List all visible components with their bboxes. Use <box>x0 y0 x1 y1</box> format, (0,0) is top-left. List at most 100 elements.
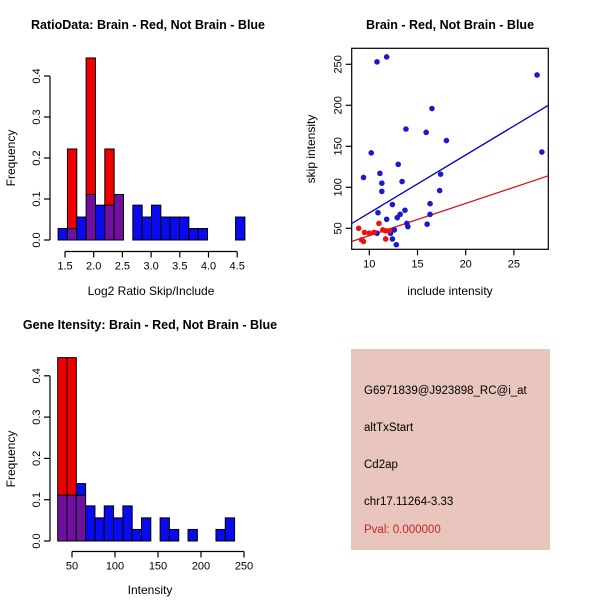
ratio-histogram-svg: RatioData: Brain - Red, Not Brain - Blue… <box>4 18 265 298</box>
scatter-point-red <box>376 220 382 227</box>
scatter-point-blue <box>427 200 433 207</box>
x-tick-label: 4.0 <box>201 261 216 273</box>
scatter-point-red <box>361 229 368 236</box>
panel-intensity-scatter: Brain - Red, Not Brain - Blue include in… <box>300 0 600 300</box>
panel-gene-intensity-histogram: Gene Itensity: Brain - Red, Not Brain - … <box>0 300 300 600</box>
gene-histogram-title: Gene Itensity: Brain - Red, Not Brain - … <box>23 318 277 332</box>
scatter-plot-area: 10 15 20 25 50 100 150 200 250 <box>333 47 549 270</box>
y-tick-label: 0.3 <box>31 409 43 424</box>
scatter-point-blue <box>368 150 375 156</box>
hist-bar-red <box>104 148 115 206</box>
scatter-point-blue <box>389 201 396 208</box>
gene-histogram-plot-area: 0.0 0.1 0.2 0.3 0.4 50 100 150 200 250 <box>31 357 253 573</box>
scatter-point-blue <box>402 207 408 214</box>
y-tick-label: 100 <box>333 178 345 196</box>
hist-bar-blue <box>215 528 226 542</box>
x-tick-label: 25 <box>508 258 520 270</box>
y-tick-label: 0.3 <box>31 109 43 124</box>
x-tick-label: 3.0 <box>143 261 158 273</box>
hist-bar-blue <box>122 505 133 542</box>
x-tick-label: 15 <box>411 258 423 270</box>
gene-intensity-histogram-svg: Gene Itensity: Brain - Red, Not Brain - … <box>4 318 277 597</box>
hist-bar-blue <box>159 517 170 542</box>
x-tick-label: 100 <box>106 561 124 573</box>
hist-bar-overlap <box>75 494 87 542</box>
scatter-point-blue <box>427 211 433 218</box>
gene-histogram-ylabel: Frequency <box>4 431 18 488</box>
chromosome-location-text: chr17.11264-3.33 <box>364 496 454 508</box>
scatter-point-red <box>386 227 393 234</box>
x-tick-label: 2.0 <box>86 261 101 273</box>
y-tick-label: 0.2 <box>31 451 43 466</box>
hist-bar-blue <box>151 204 162 241</box>
scatter-point-red <box>355 225 362 232</box>
ratio-histogram-title: RatioData: Brain - Red, Not Brain - Blue <box>31 18 265 32</box>
scatter-xlabel: include intensity <box>407 284 492 298</box>
hist-bar-blue <box>131 528 142 542</box>
scatter-point-red <box>382 227 389 234</box>
pval-text: Pval: 0.000000 <box>364 524 441 536</box>
hist-bar-red <box>66 148 78 230</box>
hist-bar-red <box>57 357 68 496</box>
y-tick-label: 0.4 <box>31 368 43 383</box>
scatter-point-blue <box>423 129 429 136</box>
x-tick-label: 50 <box>66 561 78 573</box>
x-tick-label: 150 <box>149 561 167 573</box>
ratio-histogram-ylabel: Frequency <box>4 130 18 187</box>
scatter-point-blue <box>375 209 381 216</box>
y-tick-label: 50 <box>333 222 345 234</box>
intensity-scatter-svg: Brain - Red, Not Brain - Blue include in… <box>304 18 549 298</box>
scatter-point-blue <box>383 216 390 223</box>
x-tick-label: 4.5 <box>230 261 245 273</box>
y-tick-label: 0.1 <box>31 492 43 507</box>
gene-name-text: Cd2ap <box>364 459 398 471</box>
y-tick-label: 0.0 <box>31 232 43 247</box>
y-tick-label: 250 <box>333 55 345 73</box>
y-tick-label: 200 <box>333 96 345 114</box>
gene-info-card: G6971839@J923898_RC@i_at altTxStart Cd2a… <box>351 349 550 550</box>
x-tick-label: 200 <box>192 561 210 573</box>
scatter-point-blue <box>377 170 383 177</box>
hist-bar-blue <box>168 528 180 542</box>
scatter-point-blue <box>395 161 402 168</box>
hist-bar-blue <box>235 216 246 241</box>
hist-bar-blue <box>187 528 198 542</box>
hist-bar-blue <box>140 517 152 542</box>
panel-gene-info: G6971839@J923898_RC@i_at altTxStart Cd2a… <box>300 300 600 600</box>
hist-bar-blue <box>76 216 87 241</box>
hist-bar-overlap <box>66 228 78 241</box>
hist-bar-blue <box>169 216 181 241</box>
y-tick-label: 0.0 <box>31 533 43 548</box>
event-type-text: altTxStart <box>364 422 414 434</box>
scatter-point-blue <box>405 223 411 230</box>
hist-bar-blue <box>197 228 209 241</box>
y-tick-label: 0.2 <box>31 150 43 165</box>
gene-histogram-xlabel: Intensity <box>128 583 173 597</box>
regression-line <box>351 104 549 224</box>
hist-bar-blue <box>94 517 105 542</box>
plot-box <box>351 47 549 250</box>
x-tick-label: 250 <box>235 561 253 573</box>
scatter-point-blue <box>379 188 385 195</box>
x-tick-label: 2.5 <box>115 261 130 273</box>
scatter-point-blue <box>397 211 403 218</box>
scatter-title: Brain - Red, Not Brain - Blue <box>366 18 534 32</box>
scatter-point-blue <box>393 241 400 248</box>
hist-bar-blue <box>224 517 236 542</box>
hist-bar-blue <box>75 483 87 496</box>
x-tick-label: 10 <box>363 258 375 270</box>
y-tick-label: 0.4 <box>31 68 43 83</box>
x-tick-label: 3.5 <box>172 261 187 273</box>
scatter-point-blue <box>399 178 405 185</box>
hist-bar-red <box>66 357 77 496</box>
hist-bar-blue <box>85 505 96 542</box>
hist-bar-overlap <box>66 494 77 542</box>
scatter-point-blue <box>374 59 380 65</box>
scatter-point-blue <box>360 174 367 181</box>
scatter-point-blue <box>403 126 409 132</box>
panel-ratio-histogram: RatioData: Brain - Red, Not Brain - Blue… <box>0 0 300 300</box>
hist-bar-blue <box>188 228 199 241</box>
scatter-point-red <box>371 229 377 236</box>
y-tick-label: 150 <box>333 137 345 155</box>
scatter-point-blue <box>379 180 385 186</box>
